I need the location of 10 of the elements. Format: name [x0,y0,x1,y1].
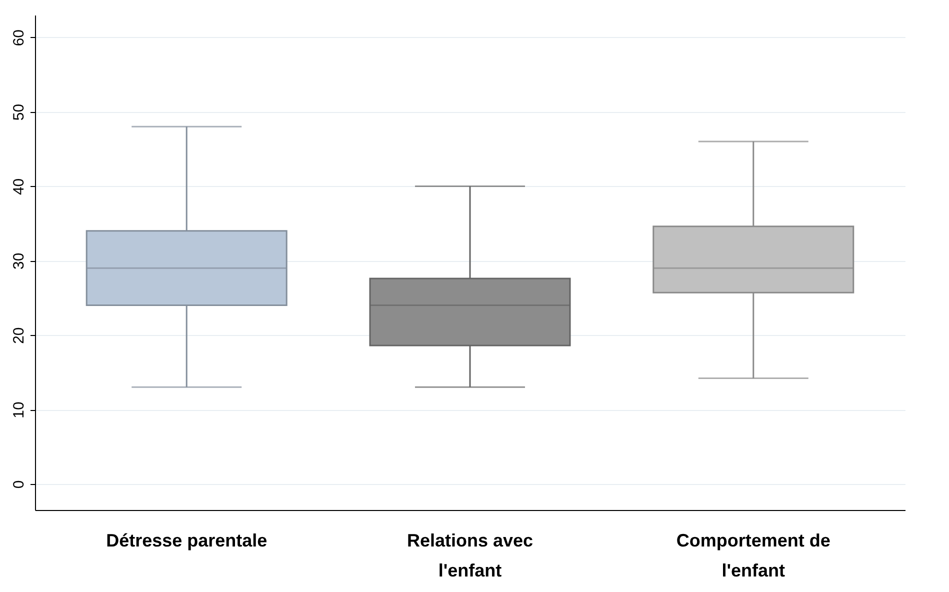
y-tick-label: 40 [10,178,28,196]
y-tick-label: 50 [10,104,28,121]
y-tick-label: 10 [10,402,28,418]
x-tick-label: Comportement de l'enfant [676,530,830,580]
y-tick-label: 30 [10,252,28,270]
y-tick-label: 20 [10,327,28,344]
y-tick-label: 60 [10,29,28,46]
x-tick-label: Détresse parentale [106,530,268,550]
x-tick-label: Relations avec l'enfant [406,530,534,580]
y-tick-label: 0 [10,480,28,489]
